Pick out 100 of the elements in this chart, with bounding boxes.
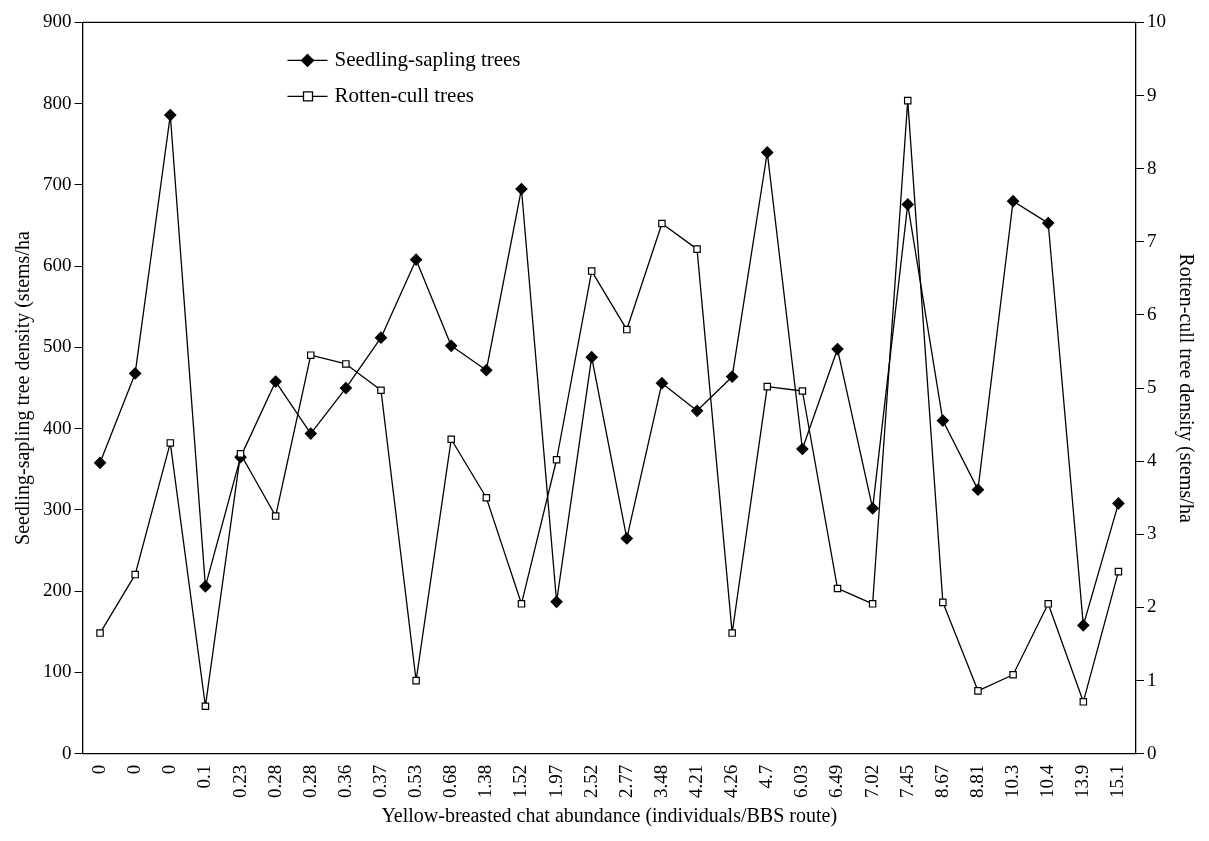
point bbox=[236, 450, 245, 458]
y-tick-label: 900 bbox=[43, 10, 72, 32]
point bbox=[623, 325, 631, 334]
point bbox=[377, 386, 385, 395]
point bbox=[936, 414, 949, 427]
y2-tick-label: 5 bbox=[1147, 376, 1157, 398]
point bbox=[655, 377, 669, 390]
point bbox=[164, 108, 177, 122]
point bbox=[129, 367, 142, 380]
x-tick-label: 1.38 bbox=[474, 764, 496, 798]
y-tick-label: 800 bbox=[43, 91, 72, 113]
point bbox=[726, 370, 739, 383]
point bbox=[304, 427, 317, 440]
y2-tick-label: 7 bbox=[1147, 229, 1157, 251]
point bbox=[447, 435, 456, 444]
x-tick-label: 4.7 bbox=[755, 764, 777, 789]
legend-label: Rotten-cull trees bbox=[334, 82, 474, 107]
point bbox=[796, 442, 809, 456]
point bbox=[342, 360, 350, 368]
point bbox=[1044, 600, 1052, 608]
y2-tick-label: 8 bbox=[1147, 156, 1157, 178]
x-tick-label: 0.1 bbox=[193, 764, 215, 789]
x-tick-label: 0 bbox=[88, 764, 110, 775]
point bbox=[693, 245, 701, 253]
point bbox=[658, 219, 666, 228]
point bbox=[306, 351, 315, 359]
x-tick-label: 0.53 bbox=[404, 764, 426, 798]
point bbox=[517, 600, 526, 608]
x-tick-label: 1.97 bbox=[544, 764, 566, 798]
point bbox=[1042, 217, 1055, 230]
point bbox=[412, 676, 420, 685]
x-tick-label: 6.03 bbox=[790, 764, 812, 798]
y2-tick-label: 1 bbox=[1147, 668, 1157, 690]
point bbox=[410, 253, 423, 266]
point bbox=[831, 342, 844, 356]
point bbox=[761, 146, 774, 159]
point bbox=[552, 455, 561, 464]
point bbox=[515, 182, 528, 196]
x-tick-label: 4.26 bbox=[720, 764, 742, 798]
x-tick-label: 0.36 bbox=[333, 764, 355, 798]
point bbox=[1006, 195, 1020, 208]
y2-tick-label: 3 bbox=[1147, 522, 1157, 544]
point bbox=[374, 331, 388, 344]
x-tick-label: 8.81 bbox=[965, 764, 987, 798]
point bbox=[620, 532, 633, 545]
y-tick-label: 400 bbox=[43, 416, 72, 438]
point bbox=[866, 502, 879, 515]
y-tick-label: 300 bbox=[43, 497, 72, 519]
x-tick-label: 0.68 bbox=[439, 764, 461, 798]
point bbox=[96, 629, 104, 637]
point bbox=[901, 198, 914, 211]
x-tick-label: 1.52 bbox=[509, 764, 531, 798]
x-tick-label: 15.1 bbox=[1106, 764, 1128, 798]
y2-tick-label: 9 bbox=[1147, 83, 1157, 105]
x-tick-label: 10.3 bbox=[1001, 764, 1023, 798]
x-tick-label: 7.45 bbox=[895, 764, 917, 798]
point bbox=[868, 600, 877, 608]
point bbox=[974, 687, 982, 695]
point bbox=[903, 96, 912, 105]
x-tick-label: 0 bbox=[123, 764, 145, 775]
legend-label: Seedling-sapling trees bbox=[334, 46, 521, 71]
x-tick-label: 7.02 bbox=[860, 764, 882, 798]
y2-tick-label: 6 bbox=[1147, 302, 1157, 324]
x-tick-label: 4.21 bbox=[685, 764, 707, 798]
y-tick-label: 700 bbox=[43, 172, 72, 194]
x-axis-title: Yellow-breasted chat abundance (individuals/BBS route) bbox=[381, 804, 838, 828]
point bbox=[585, 351, 598, 364]
y-tick-label: 500 bbox=[43, 335, 72, 357]
point bbox=[339, 381, 352, 395]
point bbox=[798, 387, 807, 395]
x-tick-label: 10.4 bbox=[1036, 764, 1058, 798]
y-axis-title: Seedling-sapling tree density (stems/ha bbox=[11, 231, 35, 545]
x-tick-label: 13.9 bbox=[1071, 764, 1093, 798]
point bbox=[550, 595, 563, 608]
point bbox=[1009, 670, 1017, 679]
x-tick-label: 6.49 bbox=[825, 764, 847, 798]
x-tick-label: 2.52 bbox=[579, 764, 601, 798]
y2-tick-label: 10 bbox=[1147, 10, 1166, 32]
point bbox=[763, 382, 772, 391]
point bbox=[201, 702, 210, 710]
point bbox=[480, 364, 493, 377]
point bbox=[271, 512, 280, 520]
point bbox=[971, 483, 985, 496]
point bbox=[445, 339, 458, 352]
point bbox=[1077, 619, 1090, 632]
y2-tick-label: 2 bbox=[1147, 595, 1157, 617]
point bbox=[131, 570, 139, 579]
point bbox=[166, 439, 175, 447]
x-tick-label: 3.48 bbox=[649, 764, 671, 798]
point bbox=[728, 629, 736, 637]
point bbox=[587, 267, 596, 275]
x-tick-label: 0.28 bbox=[298, 764, 320, 798]
y-tick-label: 100 bbox=[43, 660, 72, 682]
point bbox=[690, 404, 704, 417]
y2-tick-label: 4 bbox=[1147, 449, 1157, 471]
y2-axis-title: Rotten-cull tree density (stems/ha bbox=[1174, 253, 1198, 523]
x-tick-label: 0 bbox=[158, 764, 180, 775]
y-tick-label: 200 bbox=[43, 579, 72, 601]
point bbox=[1079, 698, 1088, 706]
x-tick-label: 8.67 bbox=[930, 764, 952, 798]
